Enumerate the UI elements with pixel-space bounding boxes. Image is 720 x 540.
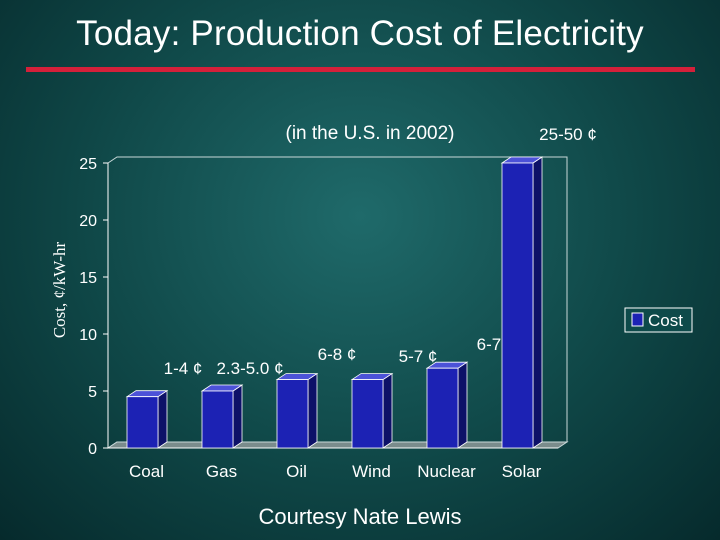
y-tick-label: 15 xyxy=(79,270,97,287)
bar-solar xyxy=(501,162,534,449)
x-tick-label: Solar xyxy=(502,462,542,481)
data-label: 1-4 ¢ xyxy=(164,359,203,378)
data-label: 5-7 ¢ xyxy=(399,347,438,366)
x-tick-label: Gas xyxy=(206,462,237,481)
bar-nuclear xyxy=(426,367,459,449)
x-tick-label: Wind xyxy=(352,462,391,481)
y-tick-label: 5 xyxy=(88,384,97,401)
slide-title: Today: Production Cost of Electricity xyxy=(76,14,644,53)
data-label: 6-8 ¢ xyxy=(318,345,357,364)
y-tick-label: 25 xyxy=(79,156,97,173)
bar-side-gas xyxy=(232,384,243,449)
credit-text: Courtesy Nate Lewis xyxy=(258,504,462,529)
x-tick-label: Nuclear xyxy=(417,462,476,481)
y-tick-label: 0 xyxy=(88,441,97,458)
bar-side-wind xyxy=(382,372,393,449)
bar-wind xyxy=(351,379,384,449)
data-label: 25-50 ¢ xyxy=(539,125,597,144)
bar-side-nuclear xyxy=(457,361,468,449)
bar-oil xyxy=(276,379,309,449)
plot-back-wall xyxy=(107,156,568,449)
y-tick-label: 20 xyxy=(79,213,97,230)
x-tick-label: Oil xyxy=(286,462,307,481)
bar-coal xyxy=(126,396,159,449)
bar-side-coal xyxy=(157,389,168,449)
y-tick-label: 10 xyxy=(79,327,97,344)
bar-side-solar xyxy=(532,156,543,449)
plot-floor xyxy=(106,441,569,449)
legend-swatch xyxy=(631,312,644,327)
bar-gas xyxy=(201,390,234,449)
title-divider xyxy=(26,67,695,72)
chart-subtitle: (in the U.S. in 2002) xyxy=(286,123,455,144)
bar-side-oil xyxy=(307,372,318,449)
legend-label: Cost xyxy=(648,311,683,330)
x-tick-label: Coal xyxy=(129,462,164,481)
y-axis-title: Cost, ¢/kW-hr xyxy=(50,242,69,339)
plot-area: 0 5 10 15 20 25 Cost, ¢/kW-hr (in the U.S. in 2… xyxy=(50,123,693,481)
data-label: 2.3-5.0 ¢ xyxy=(216,359,283,378)
